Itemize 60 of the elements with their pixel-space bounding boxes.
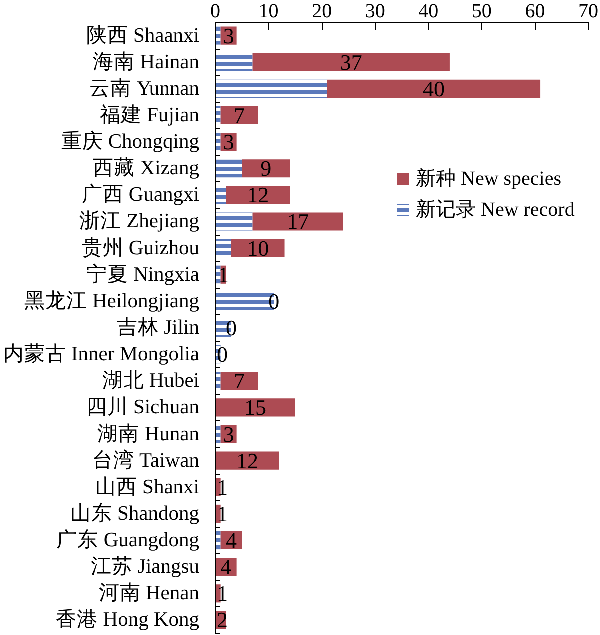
data-label: 4 [220, 554, 232, 580]
y-tick-label: 陕西 Shaanxi [86, 24, 200, 47]
y-tick-label: 山东 Shandong [70, 502, 200, 525]
data-label: 37 [340, 50, 362, 75]
y-tick-label: 海南 Hainan [93, 50, 200, 74]
x-tick-label: 70 [578, 0, 598, 22]
x-tick-label: 0 [210, 0, 220, 22]
x-tick-label: 10 [258, 0, 279, 22]
data-label: 3 [223, 422, 234, 447]
data-label: 4 [226, 528, 237, 554]
data-label: 0 [226, 316, 237, 340]
y-tick-label: 香港 Hong Kong [56, 608, 200, 632]
data-label: 7 [234, 102, 245, 128]
data-label: 7 [234, 368, 245, 394]
legend-label: 新种 New species [416, 167, 562, 192]
y-tick-label: 重庆 Chongqing [61, 130, 200, 154]
y-tick-label: 湖北 Hubei [102, 369, 200, 392]
bar [216, 452, 280, 470]
bar [252, 212, 344, 231]
data-label: 0 [268, 288, 280, 314]
data-label: 9 [260, 156, 272, 182]
data-label: 0 [217, 342, 228, 368]
x-tick-label: 30 [365, 0, 386, 22]
legend-label: 新记录 New record [416, 198, 575, 223]
data-label: 12 [236, 448, 258, 474]
y-tick-label: 贵州 Guizhou [82, 236, 200, 260]
y-tick-label: 江苏 Jiangsu [90, 555, 200, 578]
y-tick-label: 黑龙江 Heilongjiang [24, 289, 200, 312]
y-tick-label: 浙江 Zhejiang [80, 210, 200, 233]
y-tick-label: 河南 Henan [98, 582, 200, 605]
y-tick-label: 广东 Guangdong [56, 528, 200, 552]
y-tick-label: 山西 Shanxi [95, 475, 200, 498]
y-tick-label: 湖南 Hunan [98, 422, 200, 446]
y-tick-label: 四川 Sichuan [86, 396, 200, 419]
bar [220, 372, 258, 390]
bar [220, 106, 258, 125]
y-tick-label: 西藏 Xizang [93, 156, 200, 180]
data-label: 15 [244, 395, 266, 420]
data-label: 10 [247, 236, 270, 261]
x-tick-label: 40 [418, 0, 439, 22]
y-tick-label: 内蒙古 Inner Mongolia [3, 342, 200, 366]
x-tick-label: 20 [312, 0, 332, 22]
x-tick-label: 60 [525, 0, 546, 22]
data-label: 3 [223, 130, 234, 155]
data-label: 12 [247, 182, 270, 208]
bar [226, 186, 290, 204]
y-tick-label: 台湾 Taiwan [92, 448, 200, 472]
data-label: 40 [422, 76, 445, 102]
y-tick-label: 吉林 Jilin [117, 316, 200, 339]
bar [252, 53, 450, 72]
y-tick-label: 云南 Yunnan [90, 76, 200, 100]
y-tick-label: 广西 Guangxi [82, 183, 200, 206]
x-tick-label: 50 [472, 0, 492, 22]
bar [216, 398, 296, 417]
bar [242, 160, 290, 178]
data-label: 17 [287, 209, 310, 234]
y-tick-label: 福建 Fujian [100, 103, 200, 126]
bar [327, 80, 541, 98]
y-tick-label: 宁夏 Ningxia [86, 262, 200, 286]
data-label: 3 [223, 23, 234, 48]
